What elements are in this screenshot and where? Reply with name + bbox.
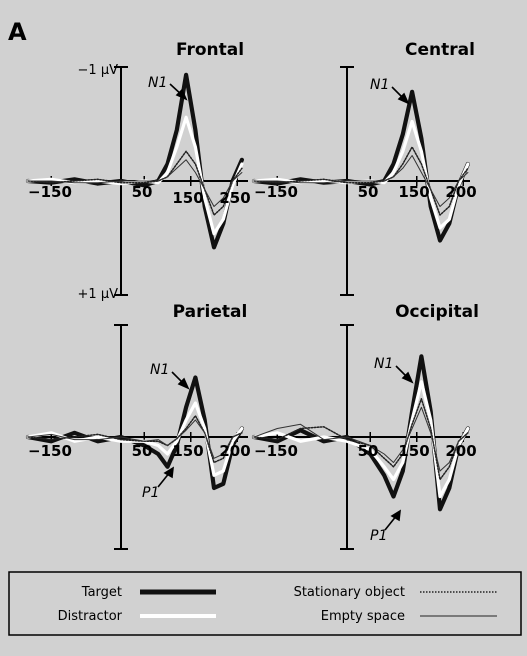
- central-empty-space-trace: [253, 155, 469, 207]
- occipital-stationary-object-trace: [253, 398, 469, 481]
- frontal-n1-label: N1: [148, 75, 167, 91]
- parietal-target-trace: [25, 375, 244, 491]
- parietal-xtick-4: 200: [219, 442, 250, 460]
- frontal-xtick-2: 50: [132, 183, 153, 201]
- parietal-xtick-2: 50: [132, 442, 153, 460]
- central-xtick-1: −150: [254, 183, 298, 201]
- subplot-frontal: [25, 72, 248, 250]
- frontal-xtick-1: −150: [28, 183, 72, 201]
- central-xtick-3: 150: [398, 183, 429, 201]
- occipital-empty-space-trace: [253, 406, 469, 472]
- panel-letter: A: [8, 18, 27, 46]
- occipital-n1-label: N1: [374, 356, 393, 372]
- central-xtick-4: 200: [445, 183, 476, 201]
- subplot-title-frontal: Frontal: [176, 40, 244, 60]
- legend-label-distractor: Distractor: [58, 609, 123, 624]
- central-stationary-object-trace: [253, 146, 469, 216]
- occipital-n1-arrowhead: [401, 371, 414, 384]
- parietal-p1-label: P1: [142, 485, 159, 501]
- legend: Target Distractor Stationary object Empt…: [8, 571, 522, 636]
- legend-label-empty: Empty space: [321, 609, 405, 624]
- subplot-parietal: [25, 375, 248, 491]
- voltage-label-bottom: +1 μV: [78, 287, 119, 302]
- subplot-title-parietal: Parietal: [173, 302, 248, 322]
- voltage-label-top: −1 μV: [78, 63, 119, 78]
- occipital-xtick-2: 50: [358, 442, 379, 460]
- frontal-stationary-object-trace: [27, 150, 243, 216]
- parietal-n1-label: N1: [150, 362, 169, 378]
- parietal-n1-arrowhead: [177, 377, 190, 390]
- central-distractor-trace: [252, 119, 470, 230]
- parietal-empty-space-trace: [27, 419, 243, 459]
- frontal-n1-arrowhead: [175, 88, 188, 101]
- legend-label-target: Target: [81, 585, 122, 600]
- frontal-empty-space-trace: [27, 159, 243, 207]
- frontal-distractor-trace: [26, 115, 244, 236]
- parietal-p1-arrowhead: [163, 466, 174, 479]
- central-n1-arrowhead: [397, 92, 410, 105]
- subplot-occipital: [251, 354, 470, 512]
- occipital-xtick-3: 150: [398, 442, 429, 460]
- frontal-xtick-4: 250: [219, 189, 250, 207]
- legend-label-stationary: Stationary object: [294, 585, 405, 600]
- subplot-central: [251, 89, 470, 243]
- subplot-title-central: Central: [405, 40, 475, 60]
- occipital-xtick-4: 200: [445, 442, 476, 460]
- parietal-xtick-3: 150: [172, 442, 203, 460]
- central-xtick-2: 50: [358, 183, 379, 201]
- legend-box: [8, 571, 522, 636]
- occipital-p1-label: P1: [370, 528, 387, 544]
- parietal-xtick-1: −150: [28, 442, 72, 460]
- occipital-xtick-1: −150: [254, 442, 298, 460]
- central-n1-label: N1: [370, 77, 389, 93]
- subplot-title-occipital: Occipital: [395, 302, 479, 322]
- occipital-distractor-trace: [252, 380, 470, 499]
- occipital-target-trace: [251, 354, 470, 512]
- occipital-p1-arrowhead: [390, 509, 401, 522]
- frontal-xtick-3: 150: [172, 189, 203, 207]
